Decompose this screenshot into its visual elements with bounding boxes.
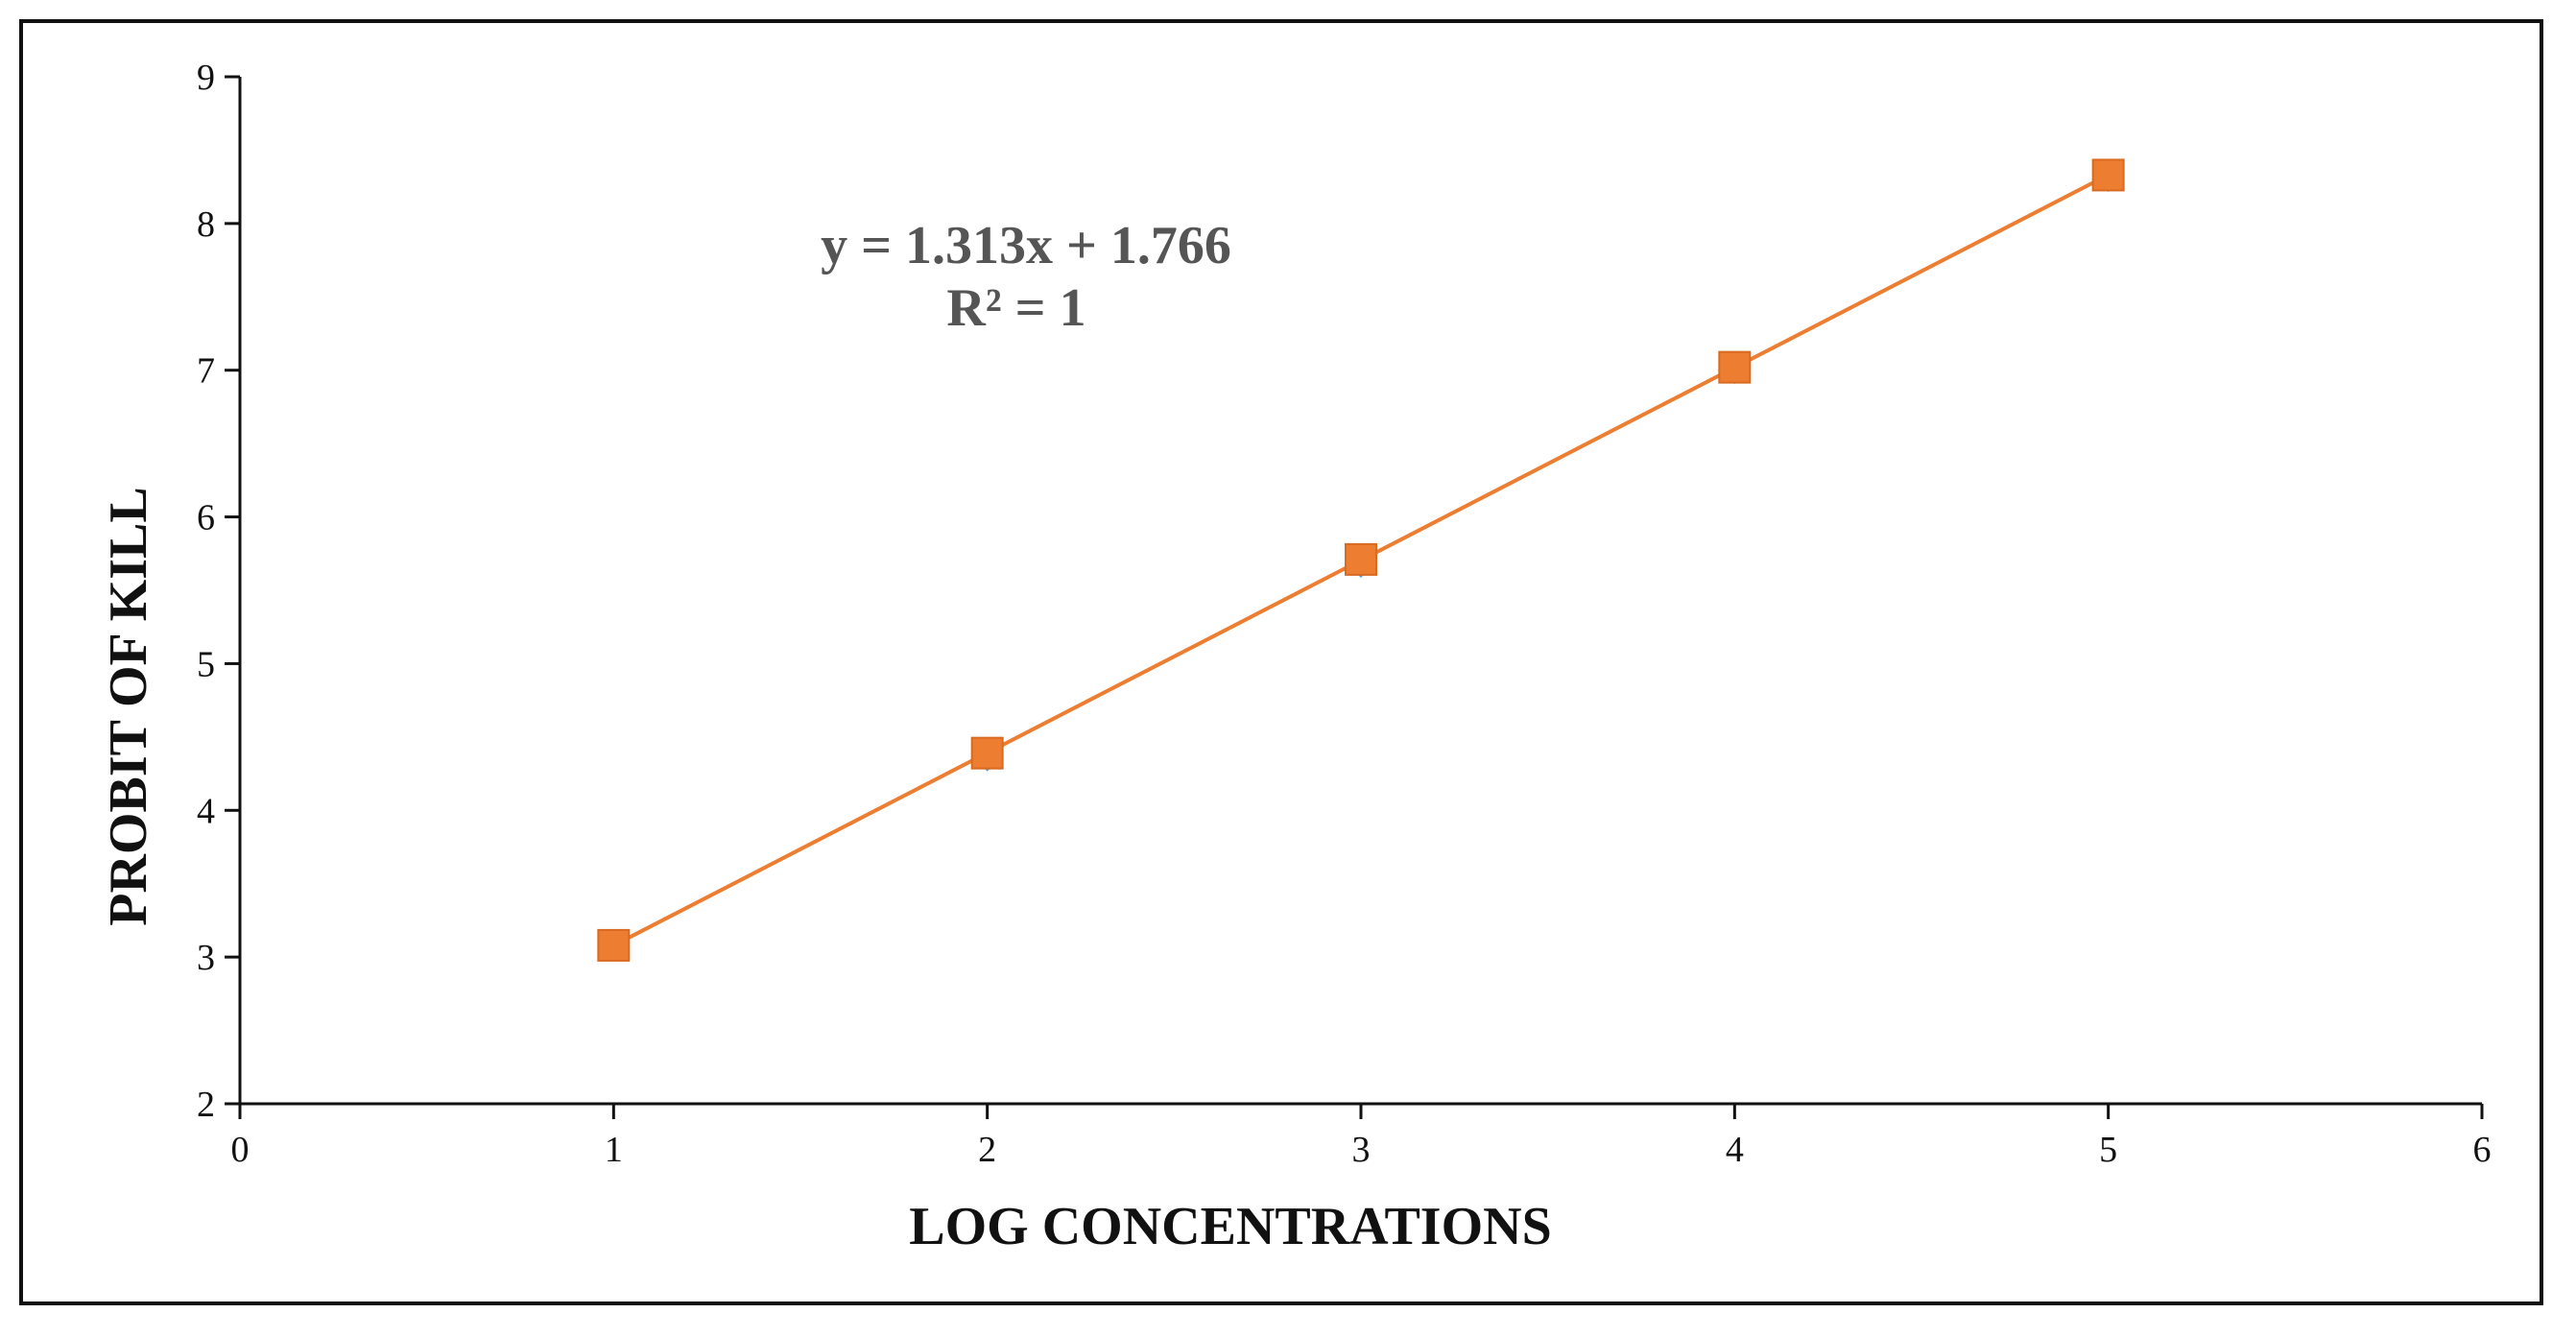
- x-axis-title: LOG CONCENTRATIONS: [909, 1197, 1552, 1256]
- r-squared-label: R² = 1: [946, 278, 1085, 338]
- chart-frame: 0 1 2 3 4 5 6 2 3 4 5 6 7 8 9 y = 1.313x + 1.766 R² = …: [19, 19, 2543, 1305]
- data-marks: [597, 158, 2125, 962]
- x-tick-label: 2: [978, 1130, 996, 1170]
- y-tick-label: 5: [197, 644, 215, 684]
- y-tick-label: 7: [197, 351, 215, 392]
- data-point-square: [2091, 158, 2125, 192]
- data-point-square: [1718, 350, 1752, 384]
- axes: 0 1 2 3 4 5 6 2 3 4 5 6 7 8 9: [197, 58, 2492, 1170]
- x-tick-label: 5: [2099, 1130, 2117, 1170]
- x-tick-label: 4: [1726, 1130, 1744, 1170]
- y-tick-label: 4: [197, 791, 215, 831]
- x-tick-label: 3: [1352, 1130, 1371, 1170]
- y-tick-label: 6: [197, 498, 215, 538]
- x-tick-label: 0: [231, 1130, 250, 1170]
- x-tick-label: 1: [605, 1130, 623, 1170]
- y-tick-label: 8: [197, 204, 215, 245]
- labels: y = 1.313x + 1.766 R² = 1 LOG CONCENTRAT…: [99, 216, 1552, 1256]
- x-tick-label: 6: [2473, 1130, 2492, 1170]
- chart-svg: 0 1 2 3 4 5 6 2 3 4 5 6 7 8 9 y = 1.313x + 1.766 R² = …: [99, 58, 2492, 1256]
- y-axis-title: PROBIT OF KILL: [99, 487, 158, 925]
- y-tick-label: 9: [197, 58, 215, 98]
- data-point-square: [1345, 542, 1377, 576]
- y-tick-label: 2: [197, 1085, 215, 1125]
- y-tick-label: 3: [197, 938, 215, 978]
- trendline-equation: y = 1.313x + 1.766: [821, 216, 1231, 275]
- data-point-square: [597, 928, 631, 962]
- data-point-square: [970, 736, 1004, 770]
